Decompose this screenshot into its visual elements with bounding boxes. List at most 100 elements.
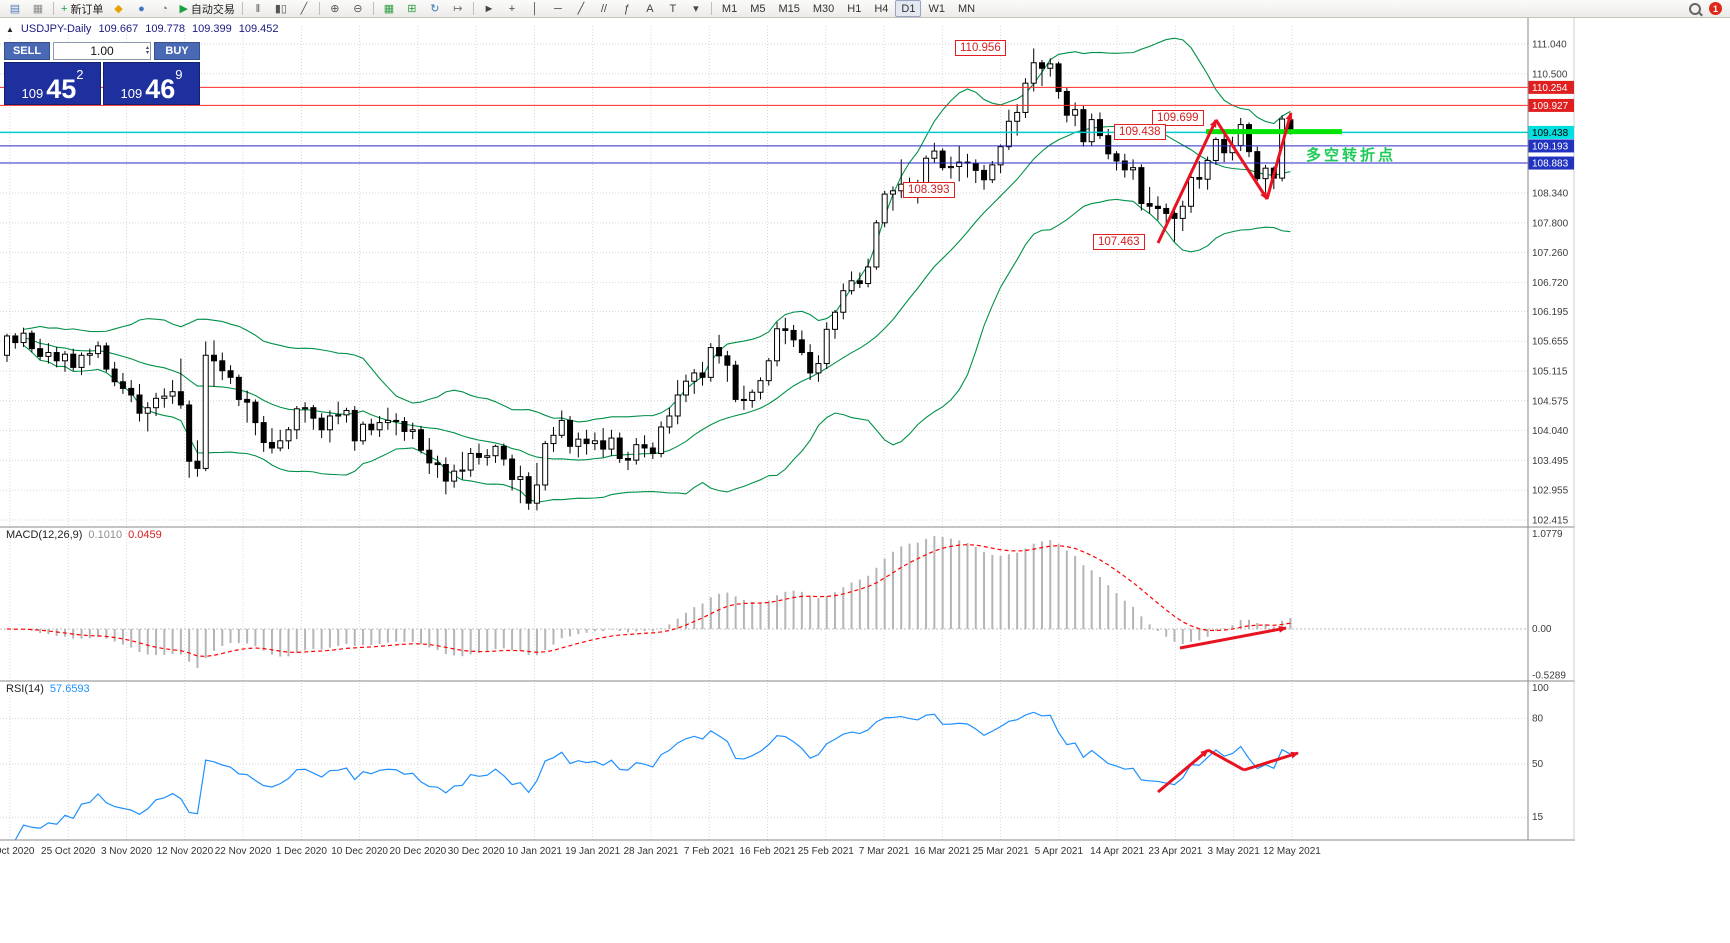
fibonacci-icon: ƒ xyxy=(623,2,630,15)
cursor-icon[interactable]: ► xyxy=(478,1,500,17)
text-icon: A xyxy=(646,2,654,15)
svg-text:3 Nov 2020: 3 Nov 2020 xyxy=(101,846,153,857)
svg-text:19 Jan 2021: 19 Jan 2021 xyxy=(565,846,620,857)
svg-text:109.927: 109.927 xyxy=(1532,101,1569,112)
text-icon[interactable]: A xyxy=(639,1,661,17)
svg-text:16 Mar 2021: 16 Mar 2021 xyxy=(914,846,971,857)
timeframe-m1[interactable]: M1 xyxy=(721,2,738,15)
chart-info-line: ▲ USDJPY-Daily 109.667 109.778 109.399 1… xyxy=(6,23,279,35)
timeframe-w1[interactable]: W1 xyxy=(928,2,945,15)
new-order-button: + xyxy=(61,2,68,15)
svg-text:12 May 2021: 12 May 2021 xyxy=(1263,846,1321,857)
timeframe-m30[interactable]: M30 xyxy=(812,2,835,15)
timeframe-m5[interactable]: M5 xyxy=(750,2,766,15)
fibonacci-icon[interactable]: ƒ xyxy=(616,1,638,17)
sell-button[interactable]: SELL xyxy=(4,42,50,60)
text-label-icon[interactable]: T xyxy=(662,1,684,17)
buy-price-prefix: 109 xyxy=(120,86,143,101)
svg-text:50: 50 xyxy=(1532,759,1544,770)
buy-button[interactable]: BUY xyxy=(154,42,200,60)
one-click-trading-panel: SELL 1.00 ▴ ▾ BUY 109 45 2 109 46 9 xyxy=(4,42,200,105)
svg-text:22 Nov 2020: 22 Nov 2020 xyxy=(215,846,272,857)
candlestick-chart-icon[interactable]: ▮▯ xyxy=(270,1,292,17)
terminal-icon[interactable]: ● xyxy=(130,1,152,17)
svg-text:108.883: 108.883 xyxy=(1532,159,1569,170)
chart-canvas[interactable]: 111.040 110.500 108.340 107.800 107.260 106.7… xyxy=(0,18,1575,863)
channel-icon[interactable]: // xyxy=(593,1,615,17)
rsi-panel xyxy=(14,711,1299,841)
svg-text:1 Dec 2020: 1 Dec 2020 xyxy=(276,846,328,857)
svg-text:23 Apr 2021: 23 Apr 2021 xyxy=(1148,846,1202,857)
metaeditor-icon[interactable]: ◆ xyxy=(107,1,129,17)
text-label-icon: T xyxy=(669,2,677,15)
crosshair-icon[interactable]: + xyxy=(501,1,523,17)
sell-price-box[interactable]: 109 45 2 xyxy=(4,62,101,105)
svg-text:12 Nov 2020: 12 Nov 2020 xyxy=(156,846,213,857)
vertical-line-icon[interactable]: │ xyxy=(524,1,546,17)
toolbar: ▤ ▦ + 新订单 ◆ ● ◔ ▶ 自动交易 ‖ ▮▯ ╱ ⊕ ⊖ ▦ ⊞ ↻ ↦ ► + │ ─ ╱//ƒ A T ▾ M1 M5 M… xyxy=(0,0,1730,18)
svg-text:7 Feb 2021: 7 Feb 2021 xyxy=(684,846,735,857)
pivot-annotation: 多空转折点 xyxy=(1306,147,1397,164)
timeframe-h4[interactable]: H4 xyxy=(874,2,889,15)
timeframe-m15[interactable]: M15 xyxy=(778,2,800,15)
volume-spinner[interactable]: ▴ ▾ xyxy=(146,43,149,59)
svg-text:25 Mar 2021: 25 Mar 2021 xyxy=(973,846,1030,857)
sell-price-big: 45 xyxy=(46,74,77,104)
buy-price-box[interactable]: 109 46 9 xyxy=(103,62,200,105)
notification-badge[interactable]: 1 xyxy=(1709,2,1722,15)
chart-shift-icon[interactable]: ↦ xyxy=(447,1,469,17)
indicators-icon: ⊞ xyxy=(407,2,417,15)
svg-text:107.800: 107.800 xyxy=(1532,218,1569,229)
bar-chart-icon: ‖ xyxy=(255,2,261,15)
svg-text:25 Feb 2021: 25 Feb 2021 xyxy=(798,846,855,857)
svg-text:10 Jan 2021: 10 Jan 2021 xyxy=(507,846,562,857)
zoom-in-icon[interactable]: ⊕ xyxy=(324,1,346,17)
svg-text:15: 15 xyxy=(1532,812,1544,823)
strategy-tester-icon[interactable]: ◔ xyxy=(153,1,175,17)
arrows-tool-icon[interactable]: ▾ xyxy=(685,1,707,17)
search-icon[interactable] xyxy=(1689,2,1701,15)
one-click-toggle[interactable]: ▲ xyxy=(6,24,14,34)
tile-windows-icon[interactable]: ▦ xyxy=(378,1,400,17)
chart-window: 111.040 110.500 108.340 107.800 107.260 106.7… xyxy=(0,18,1730,943)
chart-profiles-icon[interactable]: ▦ xyxy=(27,1,49,17)
svg-text:110.254: 110.254 xyxy=(1532,83,1568,94)
cursor-icon: ► xyxy=(483,2,495,15)
candles xyxy=(4,48,1294,511)
spinner-down-icon[interactable]: ▾ xyxy=(145,50,149,56)
line-chart-icon[interactable]: ╱ xyxy=(293,1,315,17)
svg-text:28 Jan 2021: 28 Jan 2021 xyxy=(623,846,678,857)
svg-text:109.438: 109.438 xyxy=(1532,128,1569,139)
svg-text:106.720: 106.720 xyxy=(1532,278,1569,289)
price-axis[interactable]: 111.040 110.500 108.340 107.800 107.260 106.7… xyxy=(1528,40,1575,824)
price-flag: 109.699 xyxy=(1152,110,1204,126)
timeframe-mn[interactable]: MN xyxy=(957,2,976,15)
svg-text:5 Oct 2020: 5 Oct 2020 xyxy=(0,846,35,857)
svg-text:16 Feb 2021: 16 Feb 2021 xyxy=(739,846,796,857)
terminal-icon: ● xyxy=(138,2,145,15)
timeframe-h1[interactable]: H1 xyxy=(847,2,862,15)
rsi-value: 57.6593 xyxy=(49,683,90,695)
volume-input[interactable]: 1.00 ▴ ▾ xyxy=(53,42,151,60)
auto-scroll-icon[interactable]: ↻ xyxy=(424,1,446,17)
sell-price-prefix: 109 xyxy=(21,86,44,101)
toolbar-separator xyxy=(372,2,374,15)
indicators-icon[interactable]: ⊞ xyxy=(401,1,423,17)
horizontal-line-icon[interactable]: ─ xyxy=(547,1,569,17)
new-chart-icon: ▤ xyxy=(9,2,21,15)
spinner-up-icon[interactable]: ▴ xyxy=(145,45,149,51)
price-flag: 107.463 xyxy=(1093,234,1145,250)
zoom-out-icon[interactable]: ⊖ xyxy=(347,1,369,17)
trendline-icon[interactable]: ╱ xyxy=(570,1,592,17)
new-order-button[interactable]: + 新订单 xyxy=(58,1,106,17)
timeframe-d1[interactable]: D1 xyxy=(895,0,922,17)
bar-chart-icon[interactable]: ‖ xyxy=(247,1,269,17)
buy-price-big: 46 xyxy=(145,74,176,104)
autotrading-button[interactable]: ▶ 自动交易 xyxy=(176,1,237,17)
svg-text:3 May 2021: 3 May 2021 xyxy=(1208,846,1261,857)
new-chart-icon[interactable]: ▤ xyxy=(4,1,26,17)
svg-text:104.575: 104.575 xyxy=(1532,396,1569,407)
trendline-icon: ╱ xyxy=(577,2,585,15)
zoom-in-icon: ⊕ xyxy=(330,2,340,15)
